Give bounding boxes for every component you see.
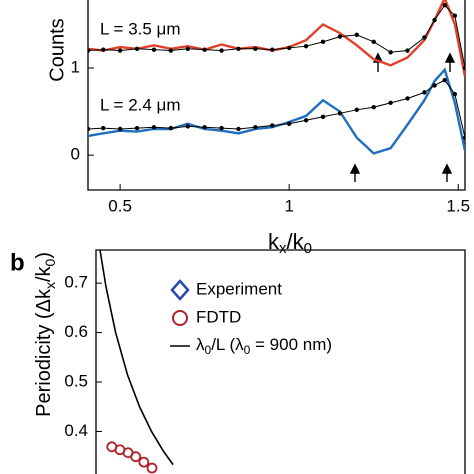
y-label-part: Periodicity (Δk	[33, 288, 55, 417]
panel-label: b	[10, 249, 25, 276]
data-point	[101, 125, 106, 131]
data-point	[270, 47, 275, 52]
data-point	[354, 32, 360, 38]
data-point	[236, 46, 241, 52]
y-label-part: 0	[42, 258, 58, 266]
y-tick-label: 1	[71, 57, 80, 76]
data-point	[253, 46, 258, 52]
data-point	[388, 50, 393, 55]
data-point	[151, 47, 157, 52]
data-point	[253, 125, 258, 130]
data-point	[320, 39, 326, 45]
annotation: L = 3.5 μm	[100, 19, 181, 38]
data-point	[219, 125, 224, 131]
x-label-part: 0	[304, 240, 312, 257]
x-axis-label: kx/k0	[268, 229, 312, 257]
data-point	[88, 126, 91, 132]
legend-label: Experiment	[196, 279, 282, 298]
y-label-part: )	[33, 252, 55, 259]
data-point	[442, 77, 447, 83]
data-point	[168, 48, 174, 53]
x-tick-label: 1	[284, 196, 293, 215]
data-point	[151, 125, 157, 130]
legend-label-part: 0	[205, 343, 212, 357]
data-point	[303, 118, 309, 123]
data-point	[286, 121, 292, 126]
data-point	[432, 83, 437, 88]
data-point	[371, 39, 376, 45]
data-point	[462, 135, 465, 140]
legend-label-part: λ	[196, 335, 205, 354]
axes-frame	[95, 249, 466, 474]
data-point	[405, 96, 410, 101]
data-point	[185, 124, 190, 129]
data-point	[354, 107, 360, 113]
data-point	[168, 125, 174, 131]
data-point	[337, 111, 343, 116]
y-tick-label: 0.6	[64, 322, 88, 341]
legend-label: λ0/L (λ0 = 900 nm)	[196, 335, 332, 357]
data-point	[117, 126, 123, 132]
data-point	[134, 125, 140, 131]
data-point	[452, 91, 458, 97]
legend-marker	[170, 279, 190, 301]
y-axis-label: Counts	[46, 18, 68, 81]
data-point	[320, 114, 326, 119]
legend: Experiment FDTD λ0/L (λ0 = 900 nm)	[170, 279, 332, 357]
x-tick-label: 0.5	[108, 196, 132, 215]
x-tick-label: 1.5	[446, 196, 470, 215]
legend-label-part: 0	[244, 343, 251, 357]
y-label-part: /k	[33, 265, 55, 282]
plot-area	[99, 250, 174, 474]
data-point	[219, 48, 224, 53]
data-point	[452, 13, 458, 18]
arrows	[349, 52, 456, 182]
data-point	[422, 35, 427, 40]
y-tick-label: 0.5	[64, 372, 88, 391]
x-label-part: x	[279, 240, 287, 257]
x-label-part: k	[268, 229, 280, 254]
legend-label: FDTD	[196, 307, 241, 326]
legend-label-part: /L (λ	[211, 335, 244, 354]
data-point	[337, 34, 343, 39]
data-point	[117, 48, 123, 53]
data-point	[286, 45, 292, 51]
data-point	[185, 46, 190, 52]
data-point	[442, 3, 447, 8]
y-tick-label: 0.7	[64, 273, 88, 292]
annotation: L = 2.4 μm	[100, 95, 181, 114]
data-point	[138, 456, 150, 468]
data-point	[462, 65, 465, 71]
data-point	[202, 47, 207, 52]
data-point	[130, 451, 142, 463]
data-point	[88, 48, 91, 53]
data-point	[270, 123, 275, 128]
data-point	[422, 90, 427, 95]
y-tick-label: 0.4	[64, 421, 88, 440]
x-label-part: /k	[287, 229, 305, 254]
data-point	[303, 43, 309, 49]
axes-frame	[87, 0, 466, 191]
data-point	[371, 105, 376, 110]
data-point	[202, 125, 207, 130]
data-point	[236, 126, 241, 132]
y-axis-label: Periodicity (Δkx/k0)	[33, 252, 57, 417]
y-label-part: x	[42, 282, 58, 289]
data-point	[134, 46, 140, 52]
legend-marker	[172, 310, 188, 326]
y-tick-label: 0	[71, 145, 80, 164]
data-point	[405, 48, 410, 53]
plot-area	[88, 0, 465, 155]
data-point	[146, 462, 158, 474]
data-point	[432, 17, 437, 23]
data-point	[101, 47, 106, 52]
curve	[99, 250, 174, 466]
legend-label-part: = 900 nm)	[250, 335, 332, 354]
data-point	[388, 100, 393, 106]
